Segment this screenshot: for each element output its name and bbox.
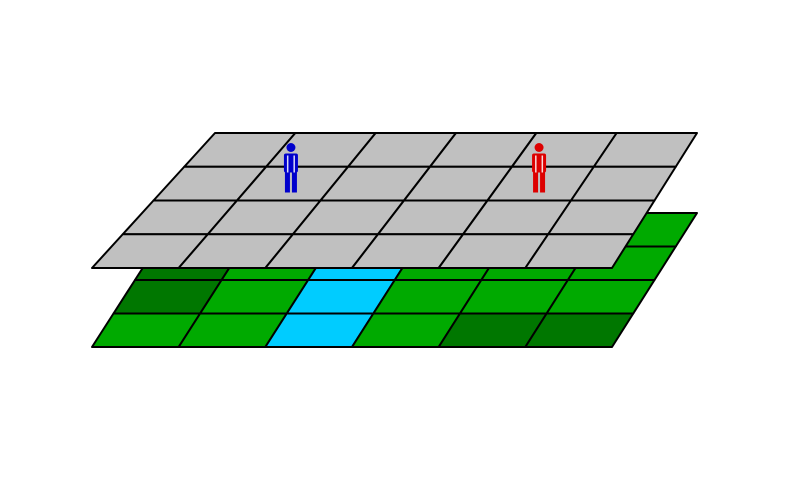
top-layer bbox=[91, 132, 698, 269]
figures-layer bbox=[283, 143, 547, 193]
person-red-icon bbox=[532, 143, 547, 193]
top-cell-r3-c5 bbox=[524, 233, 635, 269]
ground-cell-r3-c5 bbox=[524, 312, 635, 348]
person-blue-icon bbox=[283, 143, 298, 193]
